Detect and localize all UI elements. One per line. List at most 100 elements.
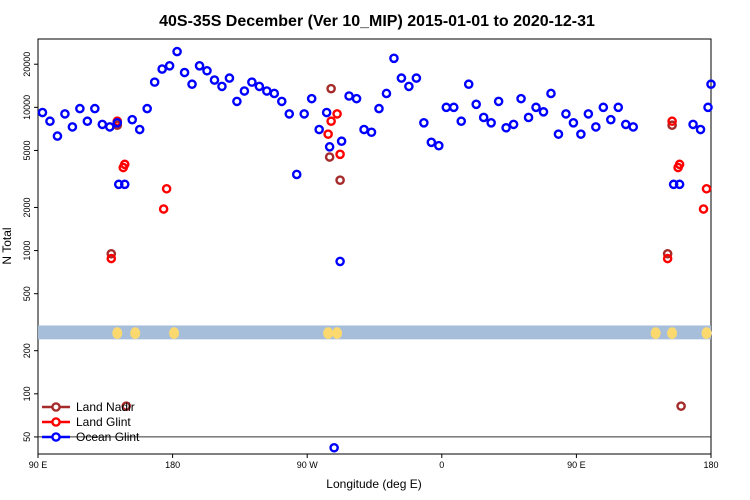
ocean-glint-point [329,442,339,453]
ocean-glint-point [224,73,235,83]
ocean-glint-point [605,114,616,125]
ocean-glint-point [359,124,369,135]
x-axis: 90 E 180 90 W 0 90 E 180 [29,454,719,470]
land-nadir-point [335,175,345,185]
ocean-glint-point [620,119,631,130]
ocean-glint-point [396,73,407,83]
ocean-glint-point [456,116,467,127]
land-glint-point [326,116,336,127]
chart-title: 40S-35S December (Ver 10_MIP) 2015-01-01… [159,13,595,30]
legend-marker-ocean-glint [51,432,61,442]
land-patch [701,327,712,339]
ocean-glint-point [142,103,152,114]
x-axis-label: Longitude (deg E) [326,477,421,491]
land-glint-point [698,204,709,214]
ocean-glint-point [172,46,182,57]
ocean-glint-point [546,88,556,99]
land-glint-point [667,116,677,127]
ocean-glint-point [344,91,354,101]
ocean-glint-point [324,142,335,152]
ocean-glint-point [598,102,609,113]
ocean-glint-point [194,60,205,71]
ocean-glint-point [127,114,138,125]
ocean-glint-point [523,112,534,123]
ocean-glint-point [674,179,685,190]
x-tick-label: 90 E [29,460,48,470]
ocean-glint-point [389,53,399,64]
ocean-glint-point [247,77,257,87]
ocean-glint-point [45,116,55,127]
ocean-glint-point [568,117,579,128]
map-strip [38,325,712,340]
ocean-glint-point [336,136,347,147]
x-tick-label: 90 W [297,460,319,470]
ocean-glint-point [157,64,167,74]
ocean-glint-point [284,109,295,119]
legend-label-land-glint: Land Glint [76,415,131,429]
ocean-glint-point [426,137,437,148]
ocean-glint-point [501,122,511,133]
ocean-glint-point [269,88,280,99]
legend-label-land-nadir: Land Nadir [76,400,135,414]
ocean-glint-point [291,169,302,180]
ocean-glint-point [299,109,310,119]
ocean-glint-point [553,129,564,139]
ocean-glint-point [471,99,481,110]
ocean-glint-point [75,103,85,114]
ocean-glint-point [52,131,63,141]
ocean-glint-point [104,122,115,132]
ocean-glint-point [478,112,489,123]
land-glint-point [662,253,673,264]
y-tick-label: 20000 [22,52,32,77]
y-axis-label: N Total [0,227,14,264]
ocean-glint-point [613,102,624,113]
ocean-glint-point [493,96,504,107]
land-patch [169,327,180,339]
ocean-glint-point [164,60,175,71]
land-nadir-point [121,401,132,411]
ocean-glint-point [576,129,586,139]
ocean-glint-point [113,179,124,190]
ocean-glint-point [37,107,48,118]
ocean-glint-point [112,117,123,128]
ocean-glint-point [239,86,250,96]
ocean-glint-point [67,122,78,132]
ocean-glint-point [516,93,526,104]
x-tick-label: 0 [439,460,444,470]
y-axis: 50 100 200 500 1000 2000 5000 10000 20000 [22,52,38,442]
land-glint-point [161,183,172,194]
ocean-glint-point [441,102,452,113]
ocean-glint-point [591,122,601,132]
y-tick-label: 10000 [22,95,32,120]
y-tick-label: 50 [22,432,32,442]
land-nadir-point [662,248,673,259]
land-nadir-point [326,83,336,94]
ocean-glint-point [321,107,332,118]
ocean-glint-point [531,102,541,113]
ocean-glint-point [411,73,422,83]
x-tick-label: 180 [703,460,718,470]
ocean-glint-point [82,116,93,127]
ocean-glint-point [486,117,496,128]
land-glint-point [335,149,345,160]
ocean-glint-point [688,119,698,130]
land-glint-point [158,204,169,214]
ocean-glint-point [97,119,108,130]
ocean-glint-point [703,102,713,113]
land-nadir-point [106,248,117,259]
ocean-glint-point [179,67,190,78]
ocean-glint-point [149,77,160,87]
ocean-glint-point [306,93,317,104]
land-glint-point [701,183,712,194]
land-patch [332,327,343,339]
ocean-glint-point [202,65,212,76]
land-glint-point [674,159,685,170]
ocean-glint-point [232,96,242,107]
ocean-glint-point [366,127,377,138]
ocean-glint-point [60,109,70,119]
y-tick-label: 100 [22,386,32,401]
ocean-glint-point [314,124,324,135]
plot-frame [37,38,712,455]
